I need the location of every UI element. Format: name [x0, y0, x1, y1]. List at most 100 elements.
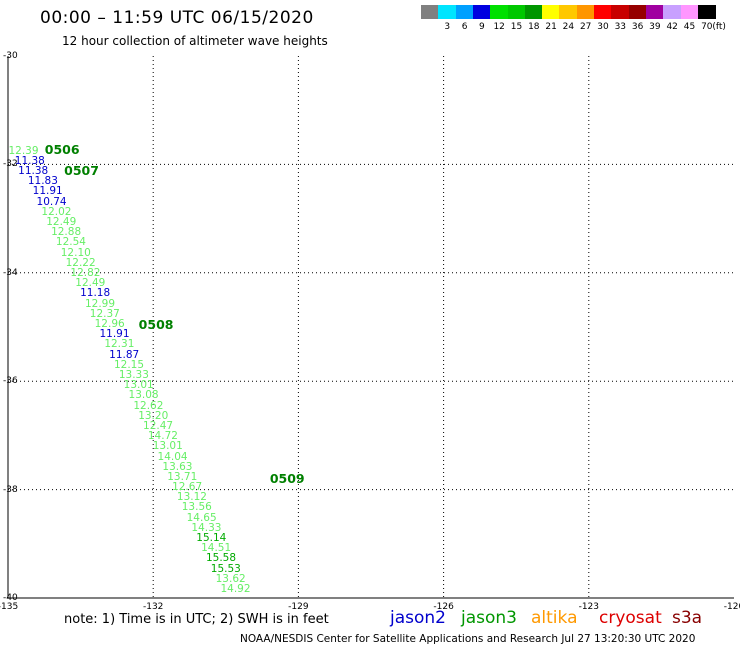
lon-tick-label: -126: [433, 602, 454, 612]
wave-height-value: 12.49: [46, 215, 77, 228]
wave-height-value: 12.54: [55, 236, 86, 249]
wave-height-value: 13.33: [118, 369, 149, 382]
legend-tick-label: 27: [579, 22, 592, 32]
lon-tick-label: -120: [723, 602, 740, 612]
pass-time-label: 0506: [44, 142, 80, 158]
wave-height-value: 14.33: [191, 522, 222, 535]
lat-tick-label: -30: [3, 51, 18, 61]
wave-height-value: 11.18: [80, 287, 111, 300]
wave-height-value: 12.49: [75, 277, 106, 290]
legend-tick-label: 21: [545, 22, 557, 32]
satellite-label-jason3: jason3: [461, 608, 517, 628]
wave-height-value: 12.37: [89, 307, 120, 320]
legend-swatch: [680, 5, 699, 19]
wave-height-value: 13.01: [152, 440, 183, 453]
legend-swatch: [697, 5, 716, 19]
legend-swatch: [663, 5, 681, 19]
chart-title: 00:00 – 11:59 UTC 06/15/2020: [40, 8, 314, 28]
wave-height-value: 12.31: [104, 338, 135, 351]
legend-swatch: [576, 5, 595, 19]
wave-height-value: 13.20: [138, 409, 169, 422]
wave-height-value: 14.65: [186, 511, 217, 524]
wave-height-value: 12.15: [113, 358, 145, 371]
wave-height-value: 11.91: [32, 184, 63, 197]
legend-tick-label: 6: [461, 22, 468, 32]
legend-swatch: [472, 5, 491, 19]
satellite-label-s3a: s3a: [672, 608, 703, 628]
wave-height-value: 13.56: [181, 501, 212, 514]
legend-tick-label: 45: [683, 22, 696, 32]
wave-height-value: 12.62: [133, 399, 164, 412]
lat-tick-label: -38: [3, 484, 18, 495]
legend-swatch: [524, 5, 543, 19]
wave-height-value: 13.63: [162, 460, 193, 473]
satellite-label-cryosat: cryosat: [599, 608, 662, 628]
legend-tick-label: 18: [528, 22, 540, 32]
wave-height-value: 14.51: [201, 542, 232, 555]
wave-height-value: 15.53: [210, 562, 241, 575]
wave-height-value: 10.74: [36, 195, 67, 208]
lat-tick-label: -36: [3, 376, 18, 387]
legend-swatch: [421, 5, 439, 19]
legend-tick-label: 12: [493, 22, 505, 32]
wave-height-value: 11.38: [18, 165, 49, 178]
wave-height-value: 12.47: [143, 420, 174, 433]
wave-height-value: 11.83: [27, 174, 58, 187]
wave-height-value: 11.38: [14, 154, 45, 167]
chart-subtitle: 12 hour collection of altimeter wave hei…: [62, 34, 328, 48]
pass-time-label: 0507: [64, 162, 99, 178]
units-note: note: 1) Time is in UTC; 2) SWH is in fe…: [64, 612, 329, 627]
wave-height-value: 12.96: [94, 317, 125, 330]
legend-tick-label: 70: [701, 22, 713, 32]
lon-tick-label: -132: [142, 602, 164, 612]
lat-tick-label: -40: [3, 593, 18, 603]
legend-swatch: [594, 5, 612, 19]
wave-height-value: 12.67: [172, 481, 203, 494]
legend-swatch: [455, 5, 474, 19]
wave-height-value: 14.04: [157, 450, 188, 463]
wave-height-value: 12.10: [60, 246, 91, 259]
legend-swatch: [542, 5, 560, 19]
legend-tick-label: 15: [510, 22, 523, 32]
wave-height-value: 13.71: [167, 471, 198, 484]
legend-tick-label: 24: [562, 22, 575, 32]
wave-height-value: 12.22: [65, 256, 96, 269]
pass-time-label: 0509: [269, 470, 305, 486]
legend-tick-label: 33: [614, 22, 627, 32]
legend-swatch: [645, 5, 664, 19]
wave-height-value: 13.08: [128, 389, 159, 402]
footer-credit: NOAA/NESDIS Center for Satellite Applica…: [240, 633, 696, 645]
legend-swatch: [507, 5, 526, 19]
lat-tick-label: -32: [3, 159, 18, 170]
lon-tick-label: -123: [578, 602, 600, 612]
wave-height-value: 15.14: [196, 532, 227, 545]
wave-height-value: 13.62: [215, 573, 246, 586]
wave-height-value: 12.02: [41, 205, 72, 218]
wave-height-value: 12.88: [51, 226, 82, 239]
wave-height-value: 14.92: [220, 583, 251, 596]
pass-time-label: 0508: [138, 317, 174, 333]
legend-swatch: [559, 5, 578, 19]
legend-tick-label: 30: [597, 22, 609, 32]
satellite-label-altika: altika: [531, 608, 578, 628]
satellite-label-jason2: jason2: [390, 608, 446, 628]
wave-height-value: 14.72: [147, 429, 178, 442]
legend-tick-label: 9: [479, 22, 485, 32]
wave-height-value: 12.99: [84, 297, 116, 310]
wave-height-value: 11.91: [99, 328, 130, 341]
legend-swatch: [490, 5, 508, 19]
legend-swatch: [438, 5, 457, 19]
legend-tick-label: 42: [666, 22, 678, 32]
lon-tick-label: -135: [0, 602, 19, 612]
wave-height-value: 13.12: [176, 491, 207, 504]
wave-height-value: 15.58: [205, 552, 237, 565]
legend-swatch: [628, 5, 647, 19]
wave-height-value: 11.87: [109, 348, 140, 361]
legend-tick-label: 3: [444, 22, 451, 32]
wave-height-value: 12.39: [8, 145, 39, 158]
lon-tick-label: -129: [288, 602, 309, 612]
wave-height-value: 12.82: [70, 266, 101, 279]
legend-swatch: [611, 5, 630, 19]
lat-tick-label: -34: [3, 267, 18, 278]
